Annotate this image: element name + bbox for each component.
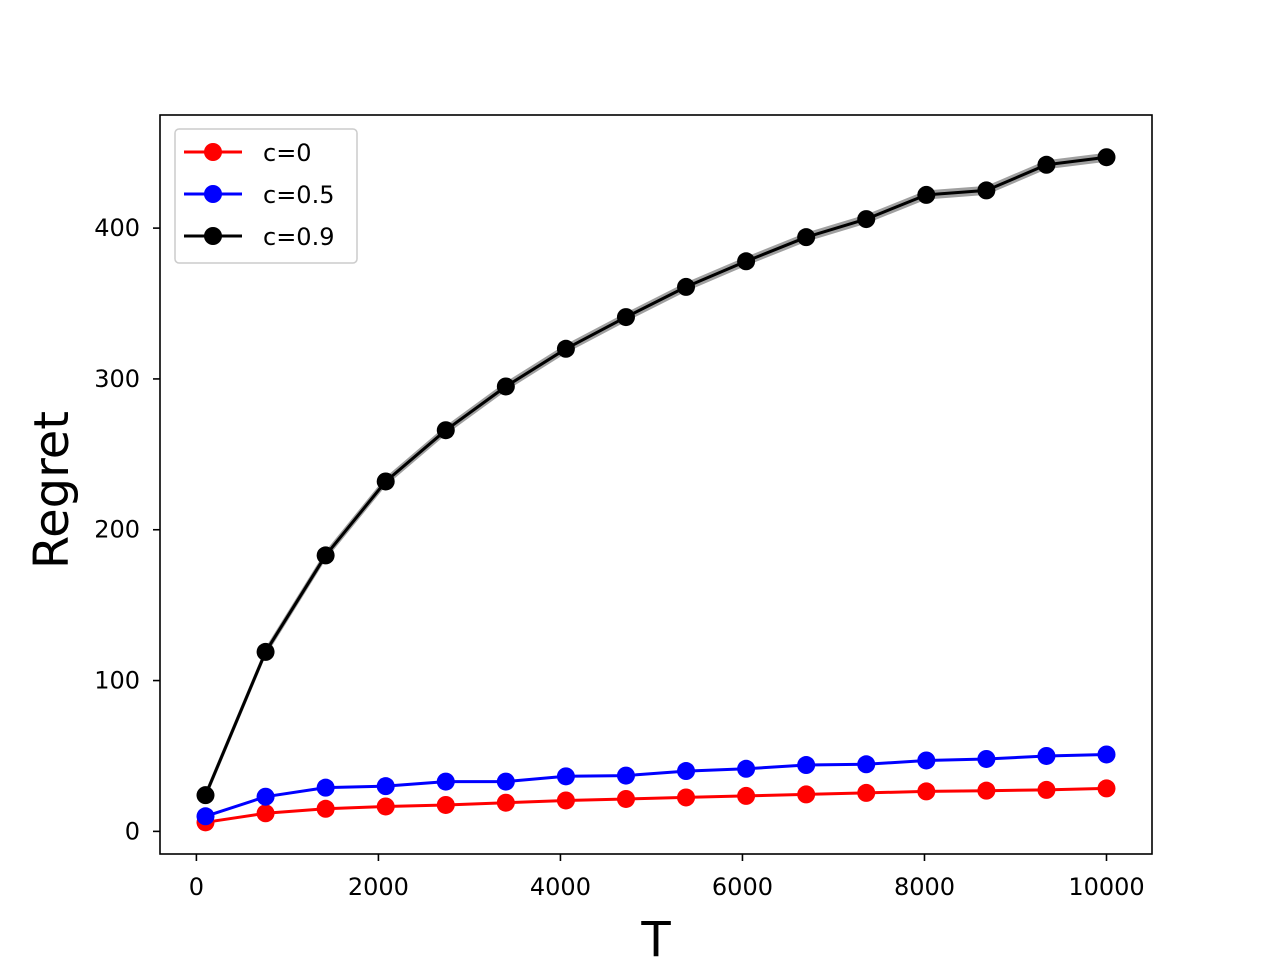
series-points: [196, 148, 1116, 832]
y-axis-ticks: 0 100 200 300 400: [94, 214, 160, 845]
point-c-0-9: [917, 185, 936, 204]
series-line-c-0: [205, 786, 1107, 824]
plot-area-frame: [159, 114, 1153, 855]
point-c-0-5: [917, 751, 936, 770]
point-c-0-9: [977, 181, 996, 200]
legend-marker-c-0-9: [204, 227, 222, 245]
y-tick-label: 200: [94, 516, 140, 544]
legend-marker-c-0: [204, 143, 222, 161]
point-c-0: [857, 783, 876, 802]
point-c-0-9: [196, 786, 215, 805]
x-tick-label: 8000: [894, 873, 955, 901]
x-axis-title: T: [640, 912, 671, 960]
legend-label-c-0-9: c=0.9: [263, 223, 334, 251]
point-c-0: [436, 795, 455, 814]
point-c-0: [1037, 780, 1056, 799]
point-c-0: [1097, 779, 1116, 798]
point-c-0-5: [316, 778, 335, 797]
point-c-0-5: [376, 777, 395, 796]
x-tick-label: 4000: [530, 873, 591, 901]
point-c-0-9: [677, 277, 696, 296]
legend-label-c-0-5: c=0.5: [263, 181, 334, 209]
legend: c=0 c=0.5 c=0.9: [174, 128, 358, 264]
point-c-0: [737, 786, 756, 805]
point-c-0-5: [857, 755, 876, 774]
point-c-0-5: [436, 772, 455, 791]
point-c-0-5: [1037, 746, 1056, 765]
point-c-0-9: [436, 421, 455, 440]
point-c-0: [376, 797, 395, 816]
point-c-0-5: [977, 749, 996, 768]
point-c-0: [556, 791, 575, 810]
point-c-0: [677, 788, 696, 807]
legend-marker-c-0-5: [204, 185, 222, 203]
point-c-0: [977, 781, 996, 800]
point-c-0-9: [1097, 148, 1116, 167]
y-tick-label: 300: [94, 365, 140, 393]
legend-box: [174, 128, 358, 264]
point-c-0-9: [496, 377, 515, 396]
point-c-0-5: [1097, 745, 1116, 764]
point-c-0-9: [857, 210, 876, 229]
x-tick-label: 6000: [712, 873, 773, 901]
point-c-0-9: [1037, 155, 1056, 174]
point-c-0-9: [376, 472, 395, 491]
x-axis-ticks: 0 2000 4000 6000 8000 10000: [189, 854, 1145, 901]
point-c-0: [316, 799, 335, 818]
series-line-c-0-9: [204, 155, 1107, 796]
point-c-0-5: [797, 756, 816, 775]
x-tick-label: 2000: [348, 873, 409, 901]
y-tick-label: 400: [94, 214, 140, 242]
y-tick-label: 0: [125, 817, 140, 845]
x-tick-label: 10000: [1068, 873, 1144, 901]
point-c-0-9: [616, 308, 635, 327]
point-c-0-5: [616, 766, 635, 785]
x-tick-label: 0: [189, 873, 204, 901]
point-c-0-9: [737, 252, 756, 271]
y-axis-title: Regret: [24, 411, 80, 569]
point-c-0-9: [316, 546, 335, 565]
point-c-0-9: [556, 339, 575, 358]
point-c-0-5: [737, 759, 756, 778]
series-line-c-0-5: [205, 753, 1107, 818]
series-lines: [204, 155, 1107, 824]
point-c-0-5: [556, 767, 575, 786]
point-c-0-5: [496, 772, 515, 791]
point-c-0-9: [797, 228, 816, 247]
point-c-0: [917, 782, 936, 801]
point-c-0: [496, 793, 515, 812]
legend-label-c-0: c=0: [263, 139, 312, 167]
point-c-0: [256, 804, 275, 823]
point-c-0: [616, 789, 635, 808]
point-c-0-5: [677, 762, 696, 781]
y-tick-label: 100: [94, 667, 140, 695]
point-c-0-9: [256, 642, 275, 661]
point-c-0-5: [196, 807, 215, 826]
point-c-0: [797, 785, 816, 804]
point-c-0-5: [256, 787, 275, 806]
